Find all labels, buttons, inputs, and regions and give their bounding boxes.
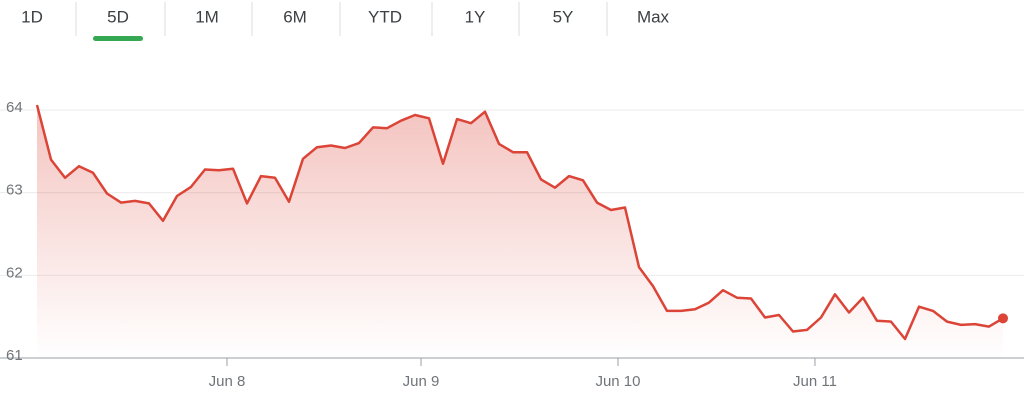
range-tab[interactable]: 1M	[195, 7, 219, 26]
active-tab-indicator	[93, 36, 143, 41]
y-tick-label: 61	[6, 347, 23, 364]
y-tick-label: 64	[6, 99, 23, 116]
range-tab[interactable]: 1D	[21, 7, 43, 26]
range-tab[interactable]: 5Y	[553, 7, 574, 26]
range-tabs: 1D 5D 1M 6M YTD 1Y 5Y Max	[21, 2, 670, 41]
range-tab[interactable]: 6M	[283, 7, 307, 26]
price-line	[35, 104, 1004, 341]
range-tab[interactable]: 1Y	[465, 7, 486, 26]
x-tick-label: Jun 11	[793, 373, 837, 390]
range-tab[interactable]: YTD	[368, 7, 402, 26]
last-point-marker	[997, 313, 1008, 324]
y-tick-label: 63	[6, 182, 23, 199]
y-tick-label: 62	[6, 264, 23, 281]
area-fill	[37, 105, 1003, 358]
x-tick-label: Jun 10	[595, 373, 640, 390]
x-tick-label: Jun 9	[403, 373, 440, 390]
range-tab[interactable]: 5D	[107, 7, 129, 26]
plot: 61 62 63 64 Jun 8 Jun 9 Jun 10 Jun 11	[0, 99, 1024, 390]
range-tab[interactable]: Max	[637, 7, 670, 26]
x-tick-label: Jun 8	[209, 373, 246, 390]
